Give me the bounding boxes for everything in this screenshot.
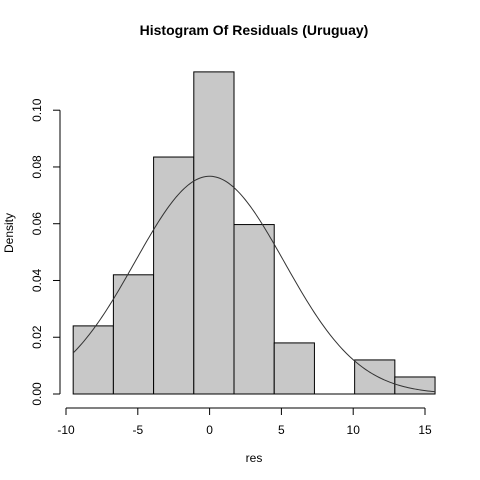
y-tick-label: 0.06: [30, 212, 44, 236]
histogram-bar-2: [153, 156, 195, 395]
x-tick-label: 0: [206, 423, 213, 437]
histogram-bar-7: [354, 359, 396, 395]
chart-title: Histogram Of Residuals (Uruguay): [140, 22, 369, 38]
x-tick-label: 15: [418, 423, 432, 437]
y-tick-label: 0.10: [30, 98, 44, 122]
y-tick-label: 0.08: [30, 155, 44, 179]
y-tick-label: 0.02: [30, 325, 44, 349]
y-axis-label: Density: [2, 213, 16, 253]
density-curve: [72, 175, 436, 393]
histogram-bar-1: [112, 274, 155, 395]
y-axis: 0.00 0.02 0.04 0.06 0.08 0.10: [30, 98, 61, 406]
y-tick-label: 0.04: [30, 268, 44, 292]
histogram-bar-0: [72, 325, 114, 395]
histogram-bar-5: [273, 342, 315, 395]
histogram-bar-3: [193, 71, 235, 395]
x-axis: -10 -5 0 5 10 15: [57, 407, 432, 437]
histogram-bar-4: [233, 224, 275, 395]
x-tick-label: 5: [278, 423, 285, 437]
histogram-bar-8: [394, 376, 436, 395]
histogram-bars: [72, 71, 436, 395]
x-tick-label: -5: [132, 423, 143, 437]
y-tick-label: 0.00: [30, 382, 44, 406]
x-tick-label: -10: [57, 423, 75, 437]
x-axis-label: res: [246, 451, 263, 465]
x-tick-label: 10: [347, 423, 361, 437]
